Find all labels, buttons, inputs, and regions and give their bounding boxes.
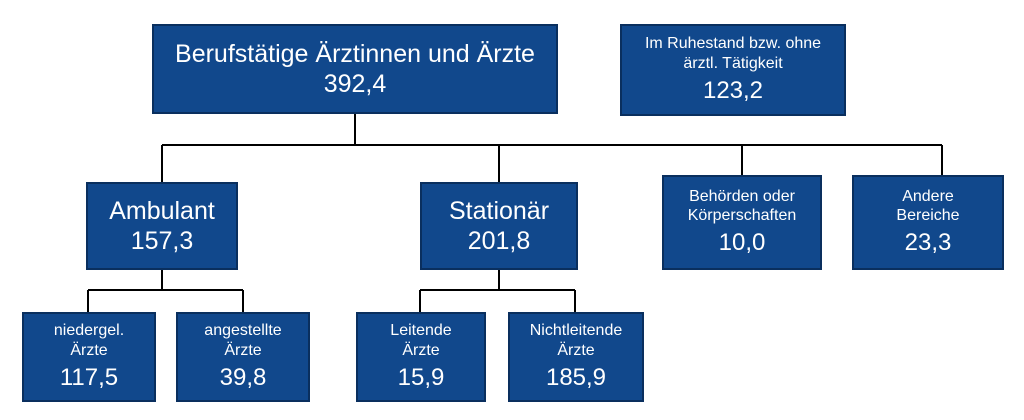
node-box: Andere Bereiche 23,3 xyxy=(852,175,1004,270)
node-label: angestellte xyxy=(204,322,282,340)
node-box: Stationär 201,8 xyxy=(420,182,578,270)
node-box: Leitende Ärzte 15,9 xyxy=(356,312,486,402)
node-box: niedergel. Ärzte 117,5 xyxy=(22,312,156,402)
node-label: Ärzte xyxy=(70,341,108,359)
node-value: 157,3 xyxy=(130,227,194,255)
node-label: Andere xyxy=(902,187,954,205)
node-box: Ambulant 157,3 xyxy=(86,182,238,270)
node-value: 392,4 xyxy=(323,70,387,98)
node-value: 185,9 xyxy=(545,363,607,391)
node-label: Berufstätige Ärztinnen und Ärzte xyxy=(175,40,535,68)
node-box: angestellte Ärzte 39,8 xyxy=(176,312,310,402)
node-label: ärztl. Tätigkeit xyxy=(683,54,783,72)
node-box: Berufstätige Ärztinnen und Ärzte 392,4 xyxy=(152,24,558,114)
node-label: Stationär xyxy=(448,197,550,225)
node-label: Ärzte xyxy=(224,341,262,359)
node-value: 23,3 xyxy=(904,229,952,257)
node-label: Nichtleitende xyxy=(529,322,623,340)
node-box: Behörden oder Körperschaften 10,0 xyxy=(662,175,822,270)
node-label: Ärzte xyxy=(557,341,595,359)
node-value: 39,8 xyxy=(219,363,267,391)
node-label: Leitende xyxy=(390,322,452,340)
node-value: 123,2 xyxy=(702,76,764,104)
node-box: Nichtleitende Ärzte 185,9 xyxy=(508,312,644,402)
node-value: 201,8 xyxy=(467,227,531,255)
node-label: Ambulant xyxy=(109,197,215,225)
node-label: Ärzte xyxy=(402,341,440,359)
node-label: Im Ruhestand bzw. ohne xyxy=(644,35,822,53)
node-value: 15,9 xyxy=(397,363,445,391)
node-label: Behörden oder xyxy=(689,187,795,205)
node-box: Im Ruhestand bzw. ohne ärztl. Tätigkeit 12… xyxy=(620,24,846,116)
node-label: niedergel. xyxy=(53,322,125,340)
node-label: Bereiche xyxy=(896,207,960,225)
node-value: 10,0 xyxy=(718,229,766,257)
node-value: 117,5 xyxy=(59,363,119,391)
node-label: Körperschaften xyxy=(687,207,797,225)
